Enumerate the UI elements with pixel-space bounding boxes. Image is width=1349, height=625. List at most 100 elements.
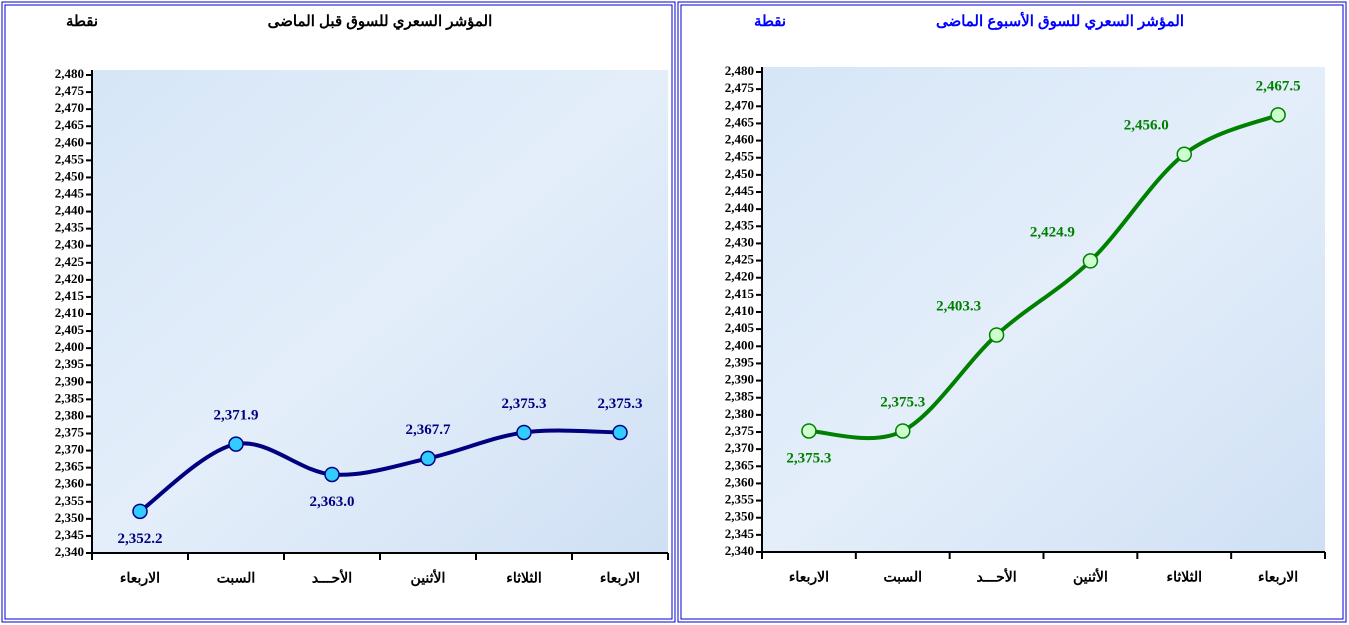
y-tick-label: 2,430 xyxy=(725,234,754,249)
data-label: 2,352.2 xyxy=(118,531,163,547)
y-tick-label: 2,470 xyxy=(725,97,754,112)
y-tick-label: 2,415 xyxy=(55,288,85,303)
x-tick-label: الثلاثاء xyxy=(1167,569,1202,585)
data-label: 2,424.9 xyxy=(1030,224,1075,240)
y-tick-label: 2,435 xyxy=(55,220,85,235)
y-tick-label: 2,390 xyxy=(725,372,754,387)
y-tick-label: 2,480 xyxy=(55,66,84,81)
y-tick-label: 2,360 xyxy=(725,474,754,489)
y-tick-label: 2,450 xyxy=(725,166,754,181)
y-tick-label: 2,415 xyxy=(725,286,755,301)
y-tick-label: 2,400 xyxy=(725,337,754,352)
series-line xyxy=(808,113,1279,441)
y-tick-label: 2,445 xyxy=(725,183,755,198)
marker xyxy=(516,424,532,441)
x-tick-label: الأحـــد xyxy=(976,568,1016,585)
plot-background xyxy=(762,67,1325,552)
y-tick-label: 2,375 xyxy=(725,423,755,438)
y-tick-label: 2,385 xyxy=(725,389,755,404)
marker xyxy=(228,436,244,452)
data-label: 2,363.0 xyxy=(310,494,355,510)
y-tick-label: 2,350 xyxy=(55,510,84,525)
y-tick-label: 2,360 xyxy=(55,476,84,491)
y-tick-label: 2,420 xyxy=(725,269,754,284)
x-tick-label: الاربعاء xyxy=(600,570,640,587)
y-tick-label: 2,435 xyxy=(725,217,755,232)
data-label: 2,467.5 xyxy=(1256,78,1301,94)
marker xyxy=(801,423,817,439)
y-tick-label: 2,385 xyxy=(55,390,85,405)
y-tick-label: 2,405 xyxy=(725,320,755,335)
y-tick-label: 2,420 xyxy=(55,271,84,286)
y-tick-label: 2,365 xyxy=(725,457,755,472)
y-tick-label: 2,465 xyxy=(725,114,755,129)
y-tick-label: 2,395 xyxy=(725,354,755,369)
chart-title: المؤشر السعري للسوق الأسبوع الماضى xyxy=(936,11,1184,31)
data-label: 2,403.3 xyxy=(936,298,981,314)
y-tick-label: 2,425 xyxy=(725,252,755,267)
y-tick-label: 2,460 xyxy=(55,134,84,149)
y-tick-label: 2,445 xyxy=(55,185,85,200)
y-tick-label: 2,380 xyxy=(725,406,754,421)
y-tick-label: 2,480 xyxy=(725,63,754,78)
data-label: 2,456.0 xyxy=(1124,118,1169,134)
y-tick-label: 2,410 xyxy=(55,305,84,320)
axis-unit: نقطة xyxy=(754,13,786,30)
y-tick-label: 2,375 xyxy=(55,424,85,439)
y-tick-label: 2,425 xyxy=(55,254,85,269)
marker xyxy=(988,327,1005,343)
data-label: 2,375.3 xyxy=(786,450,831,466)
y-tick-label: 2,390 xyxy=(55,373,84,388)
x-tick-label: الأثنين xyxy=(411,569,446,587)
y-tick-label: 2,475 xyxy=(55,83,85,98)
x-tick-label: الأحـــد xyxy=(312,569,352,586)
x-tick-label: الاربعاء xyxy=(120,570,160,587)
x-tick-label: الاربعاء xyxy=(789,569,829,586)
y-tick-label: 2,460 xyxy=(725,132,754,147)
y-tick-label: 2,455 xyxy=(55,151,85,166)
y-tick-label: 2,465 xyxy=(55,117,85,132)
y-tick-label: 2,400 xyxy=(55,339,84,354)
x-tick-label: السبت xyxy=(217,570,256,586)
y-tick-label: 2,440 xyxy=(725,200,754,215)
data-label: 2,375.3 xyxy=(502,396,547,412)
y-tick-label: 2,345 xyxy=(55,527,85,542)
y-tick-label: 2,430 xyxy=(55,237,84,252)
y-tick-label: 2,370 xyxy=(55,442,84,457)
x-tick-label: الاربعاء xyxy=(1258,569,1298,586)
data-label: 2,375.3 xyxy=(880,394,925,410)
marker xyxy=(1176,146,1192,163)
y-tick-label: 2,450 xyxy=(55,168,84,183)
x-tick-label: الأثنين xyxy=(1073,568,1108,586)
y-tick-label: 2,370 xyxy=(725,440,754,455)
data-label: 2,367.7 xyxy=(406,422,452,438)
x-tick-label: الثلاثاء xyxy=(506,570,541,586)
y-tick-label: 2,405 xyxy=(55,322,85,337)
x-tick-label: السبت xyxy=(883,569,922,585)
marker xyxy=(420,450,436,467)
y-tick-label: 2,395 xyxy=(55,356,85,371)
y-tick-label: 2,440 xyxy=(55,203,84,218)
y-tick-label: 2,355 xyxy=(725,492,755,507)
chart-title: المؤشر السعري للسوق قبل الماضى xyxy=(268,13,493,31)
y-tick-label: 2,340 xyxy=(55,544,84,559)
y-tick-label: 2,340 xyxy=(725,543,754,558)
marker xyxy=(324,466,340,483)
y-tick-label: 2,475 xyxy=(725,80,755,95)
y-tick-label: 2,350 xyxy=(725,509,754,524)
y-tick-label: 2,380 xyxy=(55,407,84,422)
marker xyxy=(612,424,628,441)
panel-border xyxy=(1,1,676,623)
y-tick-label: 2,365 xyxy=(55,459,85,474)
marker xyxy=(1270,107,1286,123)
y-tick-label: 2,455 xyxy=(725,149,755,164)
y-tick-label: 2,345 xyxy=(725,526,755,541)
data-label: 2,371.9 xyxy=(214,408,259,424)
panel-border xyxy=(677,1,1347,623)
y-tick-label: 2,410 xyxy=(725,303,754,318)
y-tick-label: 2,355 xyxy=(55,493,85,508)
marker xyxy=(132,503,148,520)
data-label: 2,375.3 xyxy=(598,396,643,412)
axis-unit: نقطة xyxy=(66,13,98,30)
